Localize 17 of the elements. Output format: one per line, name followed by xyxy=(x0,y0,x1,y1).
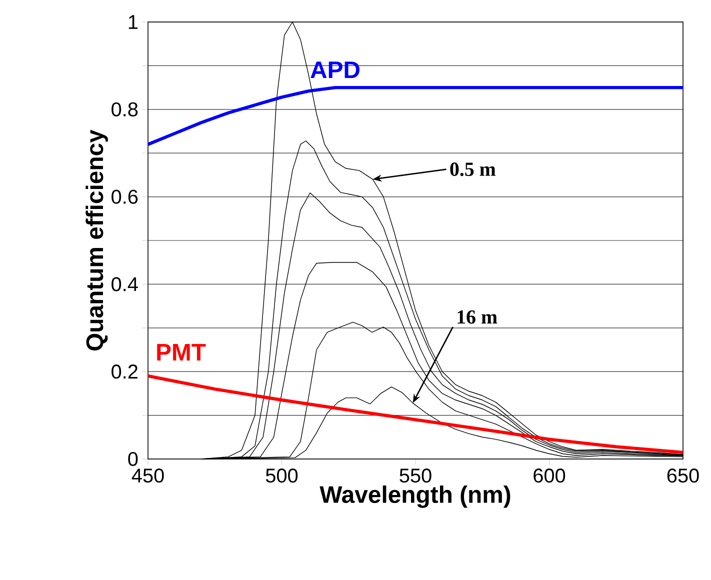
series-label: APD xyxy=(310,62,360,78)
series-label: PMT xyxy=(157,344,206,360)
y-axis-title: Quantum efficiency xyxy=(86,130,108,350)
annotation: 0.5 m xyxy=(450,162,496,176)
annotation: 16 m xyxy=(458,310,498,324)
y-tick-label: 0.2 xyxy=(112,364,138,379)
x-tick-label: 450 xyxy=(132,468,164,483)
x-tick-label: 550 xyxy=(400,468,432,483)
y-tick-label: 0.6 xyxy=(112,190,138,204)
y-tick-label: 1 xyxy=(128,15,138,29)
y-tick-label: 0.4 xyxy=(112,277,138,292)
x-tick-label: 650 xyxy=(667,468,699,483)
x-axis-title: Wavelength (nm) xyxy=(320,485,510,508)
y-tick-label: 0.8 xyxy=(112,102,138,116)
y-tick-label: 0 xyxy=(128,452,138,466)
x-tick-label: 500 xyxy=(266,468,298,483)
x-tick-label: 600 xyxy=(534,468,566,483)
